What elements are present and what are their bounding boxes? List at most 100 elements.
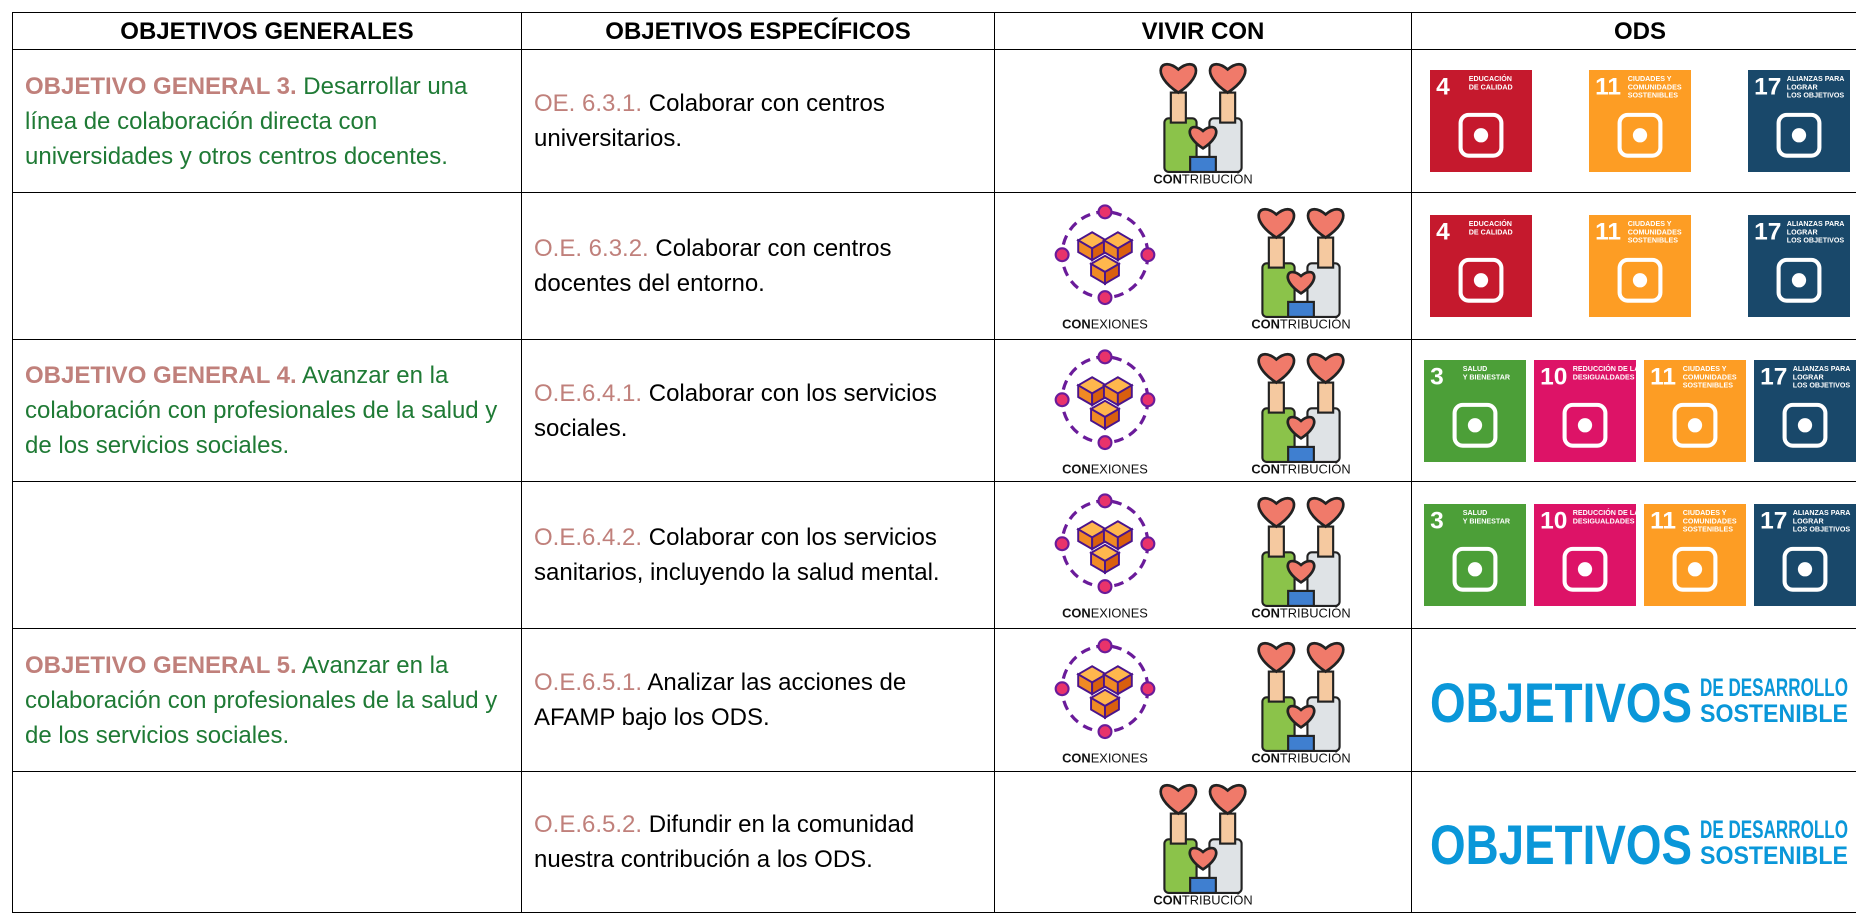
arm xyxy=(1318,527,1333,557)
sdg-glyph-dot xyxy=(1468,562,1482,576)
icon-caption: CONTRIBUCIÓN xyxy=(1251,606,1350,621)
logo-title: OBJETIVOS xyxy=(1430,671,1692,732)
specific-objective: O.E. 6.3.2. Colaborar con centros docent… xyxy=(522,193,995,340)
icon-caption: CONTRIBUCIÓN xyxy=(1153,172,1252,187)
sdg-number: 4 xyxy=(1436,73,1450,100)
general-objective: OBJETIVO GENERAL 3. Desarrollar una líne… xyxy=(13,50,522,193)
node xyxy=(1099,639,1112,652)
heart xyxy=(1259,498,1294,526)
column-header: OBJETIVOS ESPECÍFICOS xyxy=(522,13,995,50)
arm xyxy=(1269,238,1284,268)
sdg-glyph-dot xyxy=(1474,128,1488,142)
sdg-label: LOS OBJETIVOS xyxy=(1787,92,1845,100)
logo-title: OBJETIVOS xyxy=(1430,813,1692,874)
node xyxy=(1056,682,1069,695)
specific-code: O.E. 6.3.2. xyxy=(534,235,649,262)
sdg-glyph-dot xyxy=(1468,418,1482,432)
sdg-number: 17 xyxy=(1760,363,1787,390)
caption-bold: CON xyxy=(1153,893,1182,908)
figure-legs xyxy=(1190,157,1216,172)
sdg-label: CIUDADES Y xyxy=(1683,509,1727,517)
sdg-number: 11 xyxy=(1650,507,1676,534)
arm xyxy=(1171,814,1186,844)
sdg-glyph-dot xyxy=(1792,273,1806,287)
caption-bold: CON xyxy=(1251,606,1280,621)
specific-objective: O.E.6.5.1. Analizar las acciones de AFAM… xyxy=(522,629,995,772)
node xyxy=(1141,682,1154,695)
arm xyxy=(1269,672,1284,702)
table-row: OBJETIVO GENERAL 3. Desarrollar una líne… xyxy=(13,50,1856,193)
sdg-label: DESIGUALDADES xyxy=(1573,373,1635,381)
heart xyxy=(1259,354,1294,382)
sdg-number: 17 xyxy=(1754,73,1781,100)
arm xyxy=(1318,238,1333,268)
icon-contribucion: CONTRIBUCIÓN xyxy=(1242,199,1360,333)
general-objective: OBJETIVO GENERAL 4. Avanzar en la colabo… xyxy=(13,340,522,482)
sdg-glyph-dot xyxy=(1688,562,1702,576)
arm xyxy=(1269,382,1284,412)
vivir-con: CONEXIONES CONTRIBUCIÓN xyxy=(995,482,1412,629)
icon-contribucion: CONTRIBUCIÓN xyxy=(1144,775,1262,909)
icon-caption: CONTRIBUCIÓN xyxy=(1153,893,1252,908)
sdg-number: 4 xyxy=(1436,218,1450,245)
sdg-label: LOGRAR xyxy=(1787,83,1818,91)
logo-line: SOSTENIBLE xyxy=(1700,842,1848,870)
sdg-label: COMUNIDADES xyxy=(1628,83,1682,91)
sdg-number: 11 xyxy=(1650,363,1676,390)
icon-caption: CONEXIONES xyxy=(1062,461,1148,476)
sdg-number: 10 xyxy=(1540,363,1567,390)
node xyxy=(1099,725,1112,738)
figure-legs xyxy=(1288,446,1314,461)
table-row: O.E.6.5.2. Difundir en la comunidad nues… xyxy=(13,772,1856,913)
sdg-label: SOSTENIBLES xyxy=(1628,237,1679,245)
node xyxy=(1056,537,1069,550)
icon-group: CONTRIBUCIÓN xyxy=(1007,54,1399,188)
arm xyxy=(1269,527,1284,557)
icon-caption: CONEXIONES xyxy=(1062,317,1148,332)
caption-rest: TRIBUCIÓN xyxy=(1280,606,1351,621)
icon-caption: CONEXIONES xyxy=(1062,606,1148,621)
caption-rest: TRIBUCIÓN xyxy=(1280,317,1351,332)
arm xyxy=(1171,93,1186,123)
sdg-glyph-dot xyxy=(1633,273,1647,287)
arm xyxy=(1220,814,1235,844)
sdg-label: DE CALIDAD xyxy=(1469,228,1513,236)
sdg-label: COMUNIDADES xyxy=(1628,228,1682,236)
sdg-label: ALIANZAS PARA xyxy=(1793,365,1851,373)
arm xyxy=(1318,382,1333,412)
caption-bold: CON xyxy=(1251,317,1280,332)
sdg-label: COMUNIDADES xyxy=(1683,373,1737,381)
heart xyxy=(1259,643,1294,671)
sdg-label: ALIANZAS PARA xyxy=(1793,509,1851,517)
icon-caption: CONTRIBUCIÓN xyxy=(1251,461,1350,476)
vivir-con: CONEXIONES CONTRIBUCIÓN xyxy=(995,340,1412,482)
table-row: O.E.6.4.2. Colaborar con los servicios s… xyxy=(13,482,1856,629)
sdg-number: 17 xyxy=(1754,218,1781,245)
sdg-number: 3 xyxy=(1430,507,1444,534)
caption-rest: EXIONES xyxy=(1091,317,1148,332)
sdg-label: ALIANZAS PARA xyxy=(1787,75,1845,83)
sdg-number: 11 xyxy=(1595,73,1621,100)
caption-bold: CON xyxy=(1251,751,1280,766)
table-row: O.E. 6.3.2. Colaborar con centros docent… xyxy=(13,193,1856,340)
logo-line: DE DESARROLLO xyxy=(1700,816,1848,844)
icon-contribucion: CONTRIBUCIÓN xyxy=(1242,344,1360,478)
